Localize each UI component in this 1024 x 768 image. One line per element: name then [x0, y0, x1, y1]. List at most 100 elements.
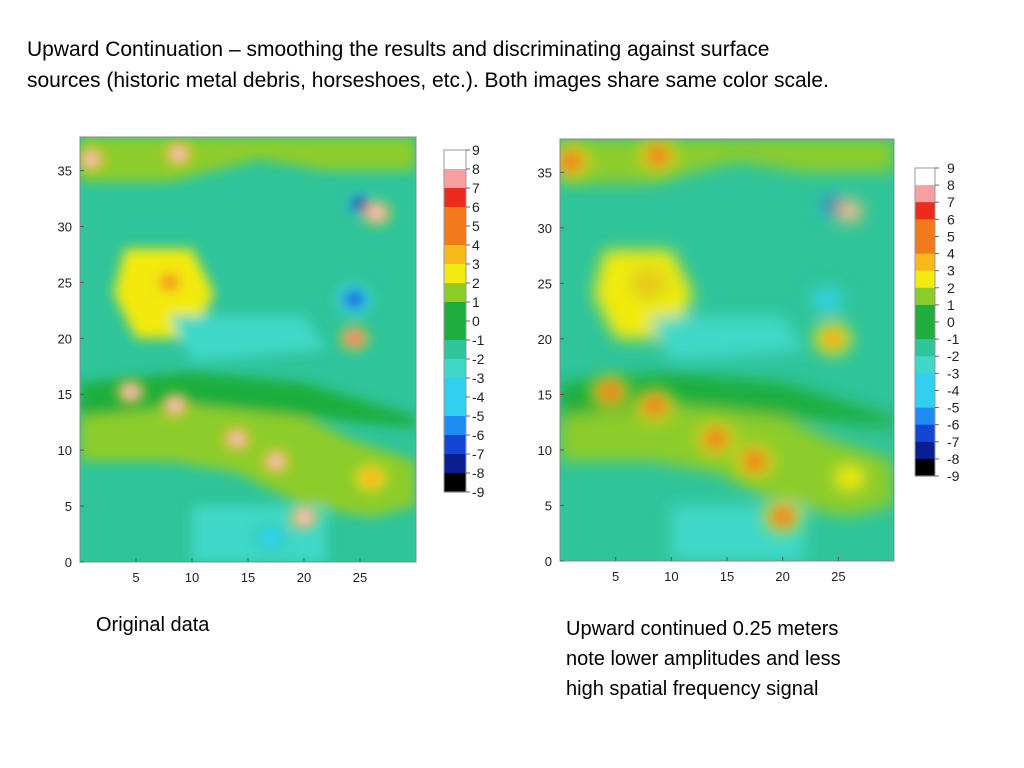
colorbar-segment [915, 424, 935, 443]
anomaly-mark [262, 530, 279, 544]
colorbar-tick-label: -9 [947, 468, 960, 484]
x-tick-label: 5 [132, 570, 139, 585]
anomaly-mark [775, 510, 791, 524]
colorbar-segment [915, 185, 935, 203]
anomaly-mark [827, 200, 839, 211]
colorbar-tick-label: -1 [947, 331, 960, 347]
colorbar-tick-label: -5 [947, 400, 960, 416]
y-tick-label: 25 [538, 276, 552, 291]
colorbar-segment [444, 378, 466, 398]
anomaly-mark [825, 332, 841, 346]
caption-line: note lower amplitudes and less [566, 648, 841, 670]
colorbar-segment [444, 416, 466, 436]
x-tick-label: 25 [353, 570, 367, 585]
field-band [80, 371, 416, 428]
colorbar-segment [444, 169, 466, 189]
y-tick-label: 15 [538, 387, 552, 402]
colorbar-segment [444, 150, 466, 170]
caption-line: high spatial frequency signal [566, 678, 819, 700]
caption-original-data: Original data [96, 610, 209, 640]
field-band [649, 316, 805, 362]
colorbar-segment [444, 264, 466, 284]
y-tick-label: 0 [65, 555, 72, 570]
y-tick-label: 35 [538, 165, 552, 180]
colorbar-tick-label: -2 [472, 351, 485, 367]
colorbar-tick-label: -6 [947, 417, 960, 433]
colorbar-tick-label: 2 [472, 275, 480, 291]
x-tick-label: 15 [241, 570, 255, 585]
colorbar-tick-label: -6 [472, 427, 485, 443]
anomaly-mark [371, 208, 383, 218]
anomaly-mark [843, 206, 856, 216]
colorbar-tick-label: 3 [947, 263, 955, 279]
colorbar-tick-label: 6 [947, 211, 955, 227]
anomaly-mark [708, 432, 724, 446]
colorbar-tick-label: 1 [947, 297, 955, 313]
slide-title-line: Upward Continuation – smoothing the resu… [27, 38, 770, 61]
colorbar-segment [444, 283, 466, 303]
colorbar-segment [915, 322, 935, 340]
field-band [169, 315, 327, 361]
colorbar-segment [444, 340, 466, 360]
colorbar-segment [915, 373, 935, 391]
y-tick-label: 30 [58, 219, 72, 234]
colorbar-tick-label: 4 [947, 246, 955, 262]
colorbar-segment [915, 202, 935, 220]
y-tick-label: 5 [65, 499, 72, 514]
colorbar-segment [915, 168, 935, 186]
colorbar-segment [915, 287, 935, 306]
y-tick-label: 20 [538, 332, 552, 347]
anomaly-features [560, 140, 868, 533]
colorbar-segment [915, 219, 935, 237]
colorbar-segment [444, 359, 466, 379]
heatmap-field [560, 139, 894, 561]
anomaly-mark [363, 471, 379, 485]
field-band [560, 388, 894, 517]
colorbar-tick-label: -3 [472, 370, 485, 386]
anomaly-mark [85, 154, 97, 165]
anomaly-mark [169, 400, 181, 411]
anomaly-mark [231, 434, 243, 444]
anomaly-mark [747, 454, 763, 468]
x-tick-label: 15 [720, 569, 734, 584]
y-tick-label: 15 [58, 387, 72, 402]
anomaly-mark [348, 333, 360, 344]
y-tick-label: 0 [545, 554, 552, 569]
anomaly-mark [270, 456, 282, 467]
y-tick-label: 5 [545, 498, 552, 513]
colorbar-tick-label: 7 [472, 180, 480, 196]
colorbar-segment [444, 245, 466, 265]
colorbar-tick-label: 9 [947, 160, 955, 176]
slide-title: Upward Continuation – smoothing the resu… [27, 34, 987, 96]
colorbar-tick-label: 9 [472, 142, 480, 158]
y-tick-label: 30 [538, 221, 552, 236]
colorbar-tick-label: -7 [472, 446, 485, 462]
colorbar-segment [444, 226, 466, 246]
colorbar-tick-label: -1 [472, 332, 485, 348]
colorbar-tick-label: 5 [947, 228, 955, 244]
colorbar-tick-label: 8 [947, 177, 955, 193]
y-tick-label: 20 [58, 331, 72, 346]
colorbar-segment [915, 441, 935, 460]
colorbar-segment [444, 473, 466, 493]
x-tick-label: 10 [185, 570, 199, 585]
caption-line: Original data [96, 614, 210, 636]
anomaly-mark [173, 149, 185, 159]
colorbar-tick-label: 3 [472, 256, 480, 272]
anomaly-mark [161, 275, 178, 289]
colorbar-segment [915, 253, 935, 272]
colorbar-tick-label: 6 [472, 199, 480, 215]
anomaly-features [80, 142, 391, 554]
colorbar-segment [915, 236, 935, 255]
colorbar-segment [444, 435, 466, 455]
colorbar-tick-label: -7 [947, 434, 960, 450]
anomaly-mark [819, 293, 835, 307]
colorbar-tick-label: -2 [947, 348, 960, 364]
colorbar-tick-label: 7 [947, 194, 955, 210]
colorbar-segment [444, 188, 466, 208]
colorbar-tick-label: 0 [947, 314, 955, 330]
anomaly-mark [641, 276, 657, 290]
anomaly-mark [646, 399, 663, 412]
